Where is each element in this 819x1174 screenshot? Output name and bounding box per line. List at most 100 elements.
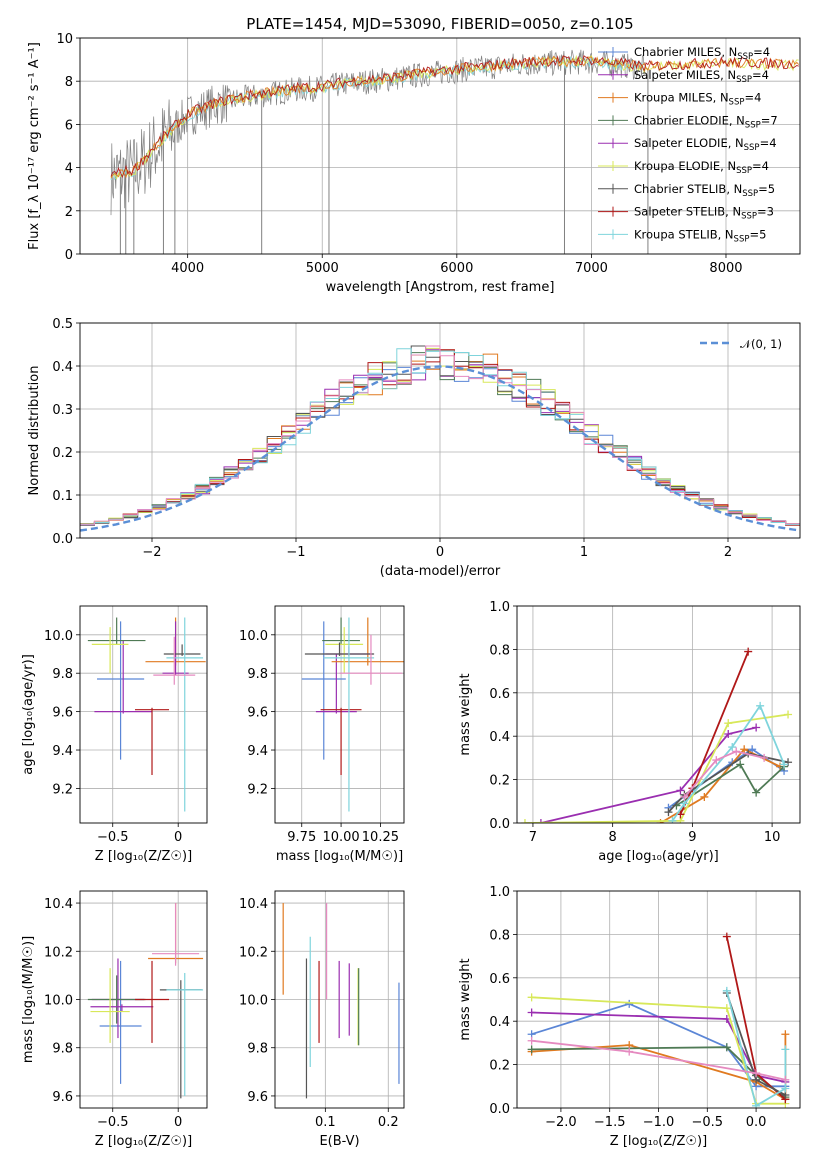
legend-entry: Kroupa STELIB, NSSP=5	[598, 227, 766, 244]
y-tick-label: 9.4	[52, 744, 73, 759]
legend-entry: Salpeter MILES, NSSP=4	[598, 68, 769, 85]
errorbar-point	[301, 621, 346, 760]
errorbar-point	[134, 707, 170, 775]
mass-weight-vs-metallicity-panel: −2.0 −1.5 −1.0 −0.5 0.0 0.0 0.2 0.4 0.6 0.8 1.0 Z […	[458, 885, 801, 1149]
axes: 7 8 9 10 0.0 0.2 0.4 0.6 0.8 1.0 age [log₁₀(age/yr…	[458, 600, 801, 864]
mass-weight-marker	[536, 819, 545, 823]
legend-label-subscript: SSP	[737, 52, 753, 62]
mass-weight-marker	[780, 760, 789, 769]
axes-frame	[79, 605, 208, 824]
legend-label-count: =4	[760, 136, 777, 150]
mass-weight-marker	[728, 743, 737, 752]
mass-weight-marker	[722, 932, 731, 941]
mass-vs-ebv-panel: 0.1 0.2 9.6 9.8 10.0 10.2 10.4 E(B-V)	[239, 890, 405, 1149]
errorbar-point	[99, 960, 142, 1084]
mass-weight-series-line	[531, 1039, 786, 1081]
errorbar-point	[315, 654, 357, 714]
mass-weight-marker	[756, 701, 765, 710]
mass-weight-marker	[722, 986, 731, 995]
residuals-panel: −2 −1 0 1 2 0.0 0.1 0.2 0.3 0.4 0.5 (data-model)/er…	[27, 317, 801, 579]
plot-area	[301, 617, 404, 812]
legend-label-count: =5	[749, 227, 766, 241]
legend-label: Chabrier STELIB, NSSP=5	[634, 182, 775, 199]
errorbar-point	[304, 642, 375, 656]
spectrum-panel: 4000 5000 6000 7000 8000 0 2 4 6 8 10 wavelength [A…	[27, 32, 801, 295]
errorbar-point	[94, 640, 153, 714]
y-tick-label: 9.6	[247, 1090, 268, 1105]
legend-label-text: Salpeter MILES, N	[634, 68, 736, 82]
y-tick-label: 9.2	[52, 782, 73, 797]
x-tick-label: 4000	[171, 261, 204, 276]
y-tick-label: 9.6	[247, 706, 268, 721]
mass-weight-marker	[781, 1045, 790, 1054]
mass-vs-metallicity-panel: −0.5 0 9.6 9.8 10.0 10.2 10.4 Z [log₁₀(Z/Z☉)] ma…	[21, 890, 208, 1149]
legend-label: Kroupa STELIB, NSSP=5	[634, 227, 766, 244]
mass-weight-marker	[664, 808, 673, 817]
mass-weight-marker	[527, 1036, 536, 1045]
y-tick-label: 9.2	[247, 782, 268, 797]
legend: 𝒩(0, 1)	[700, 337, 782, 351]
legend-label-subscript: SSP	[729, 98, 745, 108]
x-tick-label: 1	[580, 545, 588, 560]
mass-weight-marker	[752, 1069, 761, 1078]
errorbar-point	[153, 636, 196, 685]
axes: −0.5 0 9.6 9.8 10.0 10.2 10.4 Z [log₁₀(Z/Z☉)] ma…	[21, 890, 208, 1149]
axes: 0.1 0.2 9.6 9.8 10.0 10.2 10.4 E(B-V)	[239, 890, 405, 1149]
mass-weight-marker	[527, 1008, 536, 1017]
legend-label-subscript: SSP	[736, 75, 752, 85]
legend-entry: Chabrier ELODIE, NSSP=7	[598, 113, 778, 130]
y-tick-label: 2	[65, 205, 73, 220]
mass-weight-marker	[781, 1075, 790, 1084]
legend-label-text: Salpeter ELODIE, N	[634, 136, 744, 150]
y-tick-label: 8	[65, 75, 73, 90]
legend-label-subscript: SSP	[736, 166, 752, 176]
legend-entry: Salpeter ELODIE, NSSP=4	[598, 136, 777, 153]
y-tick-label: 10.2	[239, 945, 268, 960]
legend-label-subscript: SSP	[744, 143, 760, 153]
x-axis-label: E(B-V)	[319, 1134, 359, 1149]
legend-label-subscript: SSP	[745, 120, 761, 130]
legend-label-text: Chabrier STELIB, N	[634, 182, 742, 196]
axes: −2 −1 0 1 2 0.0 0.1 0.2 0.3 0.4 0.5 (data-model)/er…	[27, 317, 801, 579]
legend-entry: Chabrier STELIB, NSSP=5	[598, 182, 775, 199]
x-axis-label: Z [log₁₀(Z/Z☉)]	[95, 849, 192, 864]
legend-label-count: =4	[752, 68, 769, 82]
mass-weight-marker	[740, 745, 749, 754]
plot-area	[282, 903, 400, 1099]
legend-label-subscript: SSP	[734, 234, 750, 244]
mass-weight-marker	[625, 1047, 634, 1056]
plot-area	[527, 932, 790, 1108]
y-tick-label: 0.0	[489, 817, 510, 832]
legend-label-text: Kroupa MILES, N	[634, 91, 729, 105]
x-tick-label: 5000	[306, 261, 339, 276]
mass-weight-marker	[752, 788, 761, 797]
legend-label: Chabrier MILES, NSSP=4	[634, 45, 770, 62]
y-tick-label: 0.0	[52, 532, 73, 547]
x-axis-label: (data-model)/error	[380, 564, 501, 579]
y-tick-label: 0.8	[489, 643, 510, 658]
y-tick-label: 0.3	[52, 403, 73, 418]
grid	[80, 606, 207, 823]
mass-weight-marker	[520, 819, 529, 823]
y-tick-label: 1.0	[489, 885, 510, 900]
mass-weight-vs-age-panel: 7 8 9 10 0.0 0.2 0.4 0.6 0.8 1.0 age [log₁₀(age/yr…	[458, 600, 801, 864]
y-tick-label: 0.2	[52, 446, 73, 461]
x-axis-label: Z [log₁₀(Z/Z☉)]	[610, 1134, 707, 1149]
y-tick-label: 9.4	[247, 744, 268, 759]
age-vs-metallicity-panel: −0.5 0 9.2 9.4 9.6 9.8 10.0 Z [log₁₀(Z/Z☉)] age …	[21, 605, 208, 864]
x-tick-label: 2	[724, 545, 732, 560]
errorbar-point	[323, 617, 375, 812]
mass-weight-marker	[676, 786, 685, 795]
axes-frame	[516, 605, 801, 824]
mass-weight-marker	[760, 753, 769, 762]
model-spectrum-line	[110, 55, 799, 178]
mass-weight-marker	[736, 760, 745, 769]
y-axis-label: mass [log₁₀(M/M☉)]	[21, 936, 36, 1063]
x-tick-label: −2	[142, 545, 161, 560]
mass-weight-series-line	[524, 713, 789, 823]
legend-entry: Kroupa MILES, NSSP=4	[598, 91, 761, 108]
y-tick-label: 1.0	[489, 600, 510, 615]
y-axis-label: mass weight	[458, 958, 473, 1040]
mass-weight-marker	[732, 747, 741, 756]
